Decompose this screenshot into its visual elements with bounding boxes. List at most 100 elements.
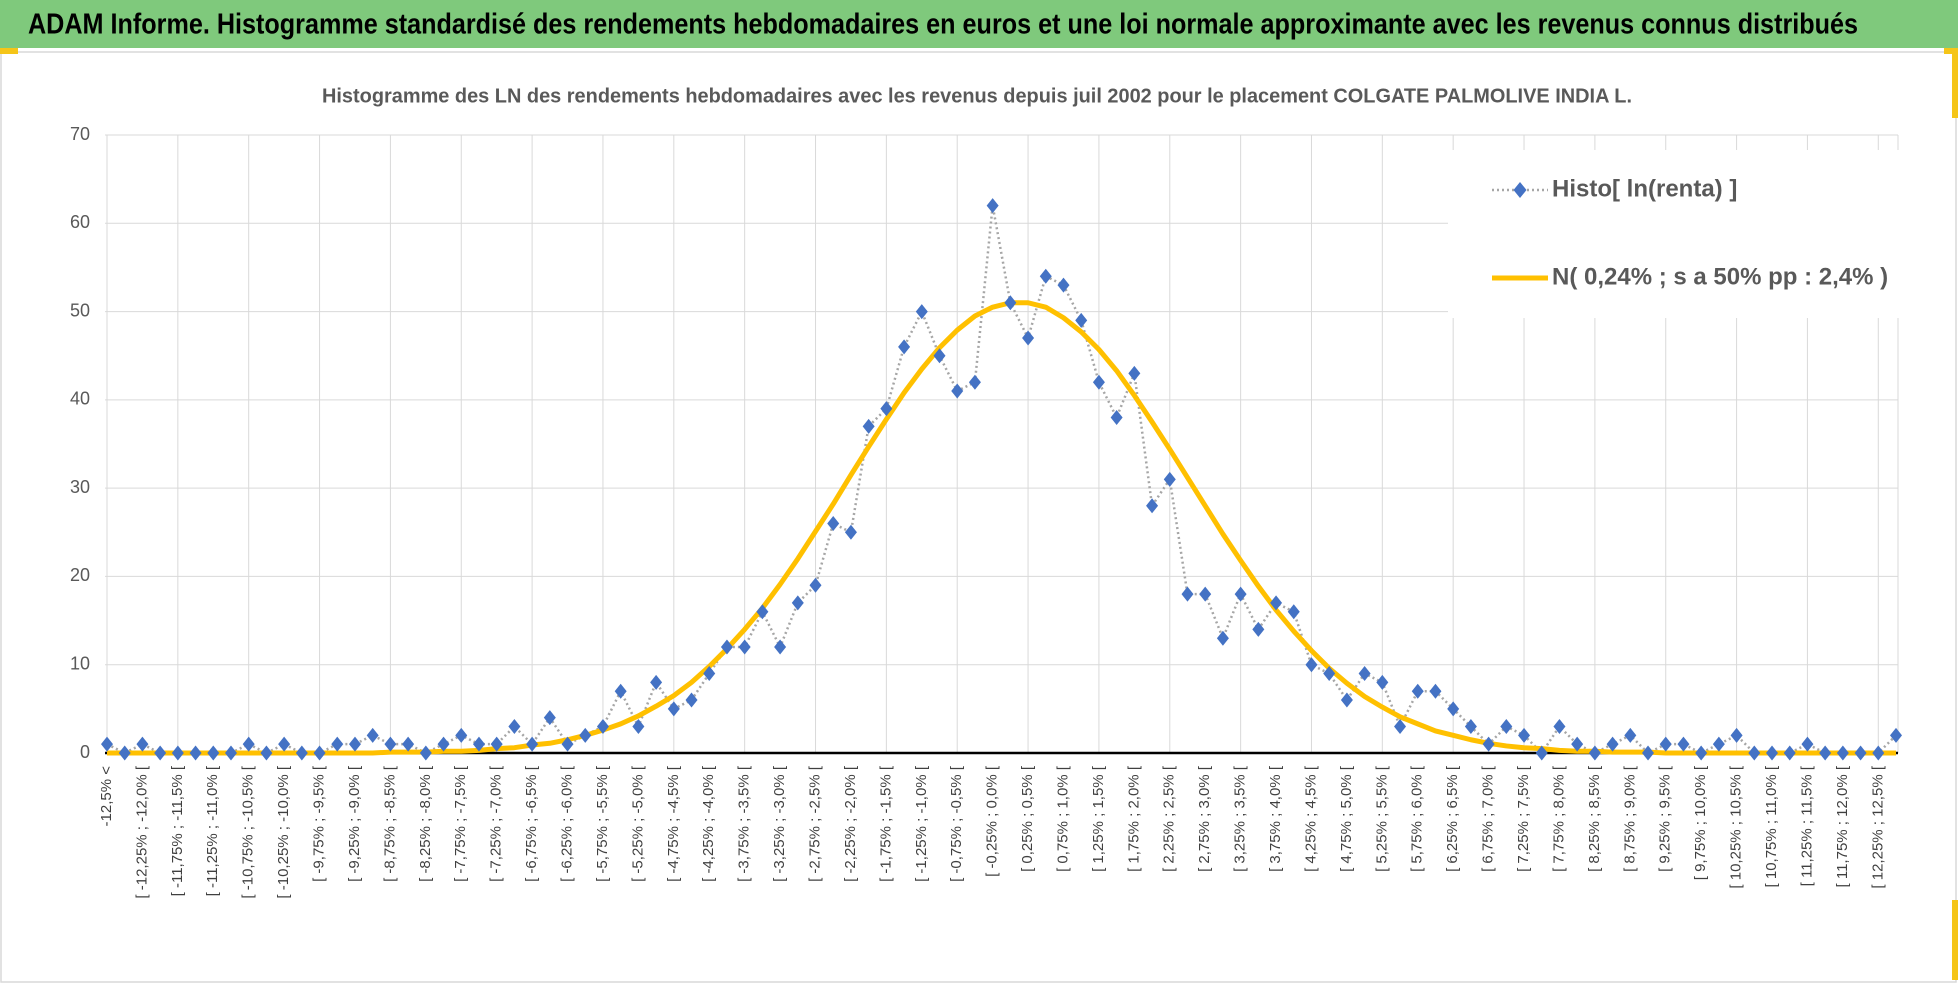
data-point xyxy=(685,692,698,708)
data-point xyxy=(756,604,769,620)
data-point xyxy=(862,418,875,434)
y-tick-label: 0 xyxy=(80,742,90,762)
data-point xyxy=(1110,410,1123,426)
y-tick-label: 60 xyxy=(70,212,90,232)
x-tick-label: [ 0,25% ; 0,5% [ xyxy=(1019,765,1036,872)
data-point xyxy=(650,674,663,690)
x-tick-label: [ 5,25% ; 5,5% [ xyxy=(1373,765,1390,872)
x-tick-label: [ 6,25% ; 6,5% [ xyxy=(1444,765,1461,872)
data-point xyxy=(526,736,539,752)
data-point xyxy=(1234,586,1247,602)
x-tick-label: [ 9,75% ; 10,0% [ xyxy=(1692,765,1709,880)
x-tick-label: [ 2,25% ; 2,5% [ xyxy=(1161,765,1178,872)
legend: Histo[ ln(renta) ] N( 0,24% ; s a 50% pp … xyxy=(1448,150,1900,318)
chart-frame xyxy=(0,51,1957,983)
data-point xyxy=(1518,727,1531,743)
data-point xyxy=(1394,719,1407,735)
x-tick-label: [ -3,75% ; -3,5% [ xyxy=(736,765,753,882)
x-tick-label: [ -10,25% ; -10,0% [ xyxy=(275,765,292,898)
data-point xyxy=(419,745,432,761)
x-tick-label: [ -9,75% ; -9,5% [ xyxy=(311,765,328,882)
x-tick-label: [ -5,75% ; -5,5% [ xyxy=(594,765,611,882)
data-point xyxy=(278,736,291,752)
data-point xyxy=(1748,745,1761,761)
legend-box xyxy=(1448,150,1900,318)
y-tick-label: 40 xyxy=(70,389,90,409)
data-point xyxy=(1305,657,1318,673)
data-point xyxy=(1199,586,1212,602)
data-point xyxy=(1500,719,1513,735)
data-point xyxy=(1216,630,1229,646)
data-point xyxy=(1075,312,1088,328)
x-tick-label: [ -3,25% ; -3,0% [ xyxy=(771,765,788,882)
x-tick-label: [ -7,25% ; -7,0% [ xyxy=(488,765,505,882)
x-tick-label: [ 4,75% ; 5,0% [ xyxy=(1338,765,1355,872)
x-tick-label: [ 1,25% ; 1,5% [ xyxy=(1090,765,1107,872)
corner-accent xyxy=(1944,48,1958,54)
corner-accent xyxy=(1952,900,1958,980)
data-point xyxy=(1624,727,1637,743)
x-tick-label: [ -6,75% ; -6,5% [ xyxy=(523,765,540,882)
data-point xyxy=(1659,736,1672,752)
data-point xyxy=(1447,701,1460,717)
data-point xyxy=(632,719,645,735)
data-point xyxy=(827,515,840,531)
x-tick-label: [ 10,75% ; 11,0% [ xyxy=(1763,765,1780,887)
data-point xyxy=(1128,365,1141,381)
data-point xyxy=(1146,498,1159,514)
data-point xyxy=(402,736,415,752)
data-point xyxy=(1854,745,1867,761)
data-point xyxy=(1553,719,1566,735)
data-point xyxy=(1535,745,1548,761)
data-point xyxy=(207,745,220,761)
data-point xyxy=(348,736,361,752)
page-title: ADAM Informe. Histogramme standardisé de… xyxy=(28,9,1858,41)
data-point xyxy=(1039,268,1052,284)
data-point xyxy=(1358,666,1371,682)
x-tick-label: [ 5,75% ; 6,0% [ xyxy=(1409,765,1426,872)
y-tick-label: 50 xyxy=(70,300,90,320)
data-point xyxy=(1270,595,1283,611)
data-point xyxy=(154,745,167,761)
data-point xyxy=(508,719,521,735)
data-point xyxy=(951,383,964,399)
x-tick-label: [ 1,75% ; 2,0% [ xyxy=(1125,765,1142,872)
data-point xyxy=(1695,745,1708,761)
data-point xyxy=(561,736,574,752)
x-tick-label: [ 8,75% ; 9,0% [ xyxy=(1621,765,1638,872)
x-tick-label: [ -0,25% ; 0,0% [ xyxy=(984,765,1001,877)
data-point xyxy=(809,577,822,593)
data-point xyxy=(260,745,273,761)
data-point xyxy=(1323,666,1336,682)
data-point xyxy=(1163,471,1176,487)
legend-swatch xyxy=(1513,182,1527,198)
data-point xyxy=(667,701,680,717)
legend-label: N( 0,24% ; s a 50% pp : 2,4% ) xyxy=(1552,263,1888,290)
data-point xyxy=(1836,745,1849,761)
data-point xyxy=(579,727,592,743)
data-point xyxy=(136,736,149,752)
data-point xyxy=(1411,683,1424,699)
x-tick-label: [ -10,75% ; -10,5% [ xyxy=(240,765,257,898)
x-tick-label: [ 8,25% ; 8,5% [ xyxy=(1586,765,1603,872)
x-tick-label: [ -8,75% ; -8,5% [ xyxy=(381,765,398,882)
data-point xyxy=(472,736,485,752)
data-point xyxy=(490,736,503,752)
x-tick-label: [ -12,25% ; -12,0% [ xyxy=(133,765,150,898)
data-point xyxy=(614,683,627,699)
data-point xyxy=(880,401,893,417)
data-point xyxy=(1783,745,1796,761)
data-point xyxy=(1057,277,1070,293)
corner-accent xyxy=(1952,48,1958,118)
data-point xyxy=(1642,745,1655,761)
x-tick-label: [ 0,75% ; 1,0% [ xyxy=(1054,765,1071,872)
x-tick-label: [ 11,25% ; 11,5% [ xyxy=(1798,765,1815,886)
data-point xyxy=(101,736,113,752)
x-tick-label: [ -4,75% ; -4,5% [ xyxy=(665,765,682,882)
data-point xyxy=(933,348,946,364)
data-point xyxy=(596,719,609,735)
data-point xyxy=(171,745,184,761)
data-point xyxy=(898,339,911,355)
corner-accent xyxy=(0,48,18,54)
data-point xyxy=(313,745,326,761)
